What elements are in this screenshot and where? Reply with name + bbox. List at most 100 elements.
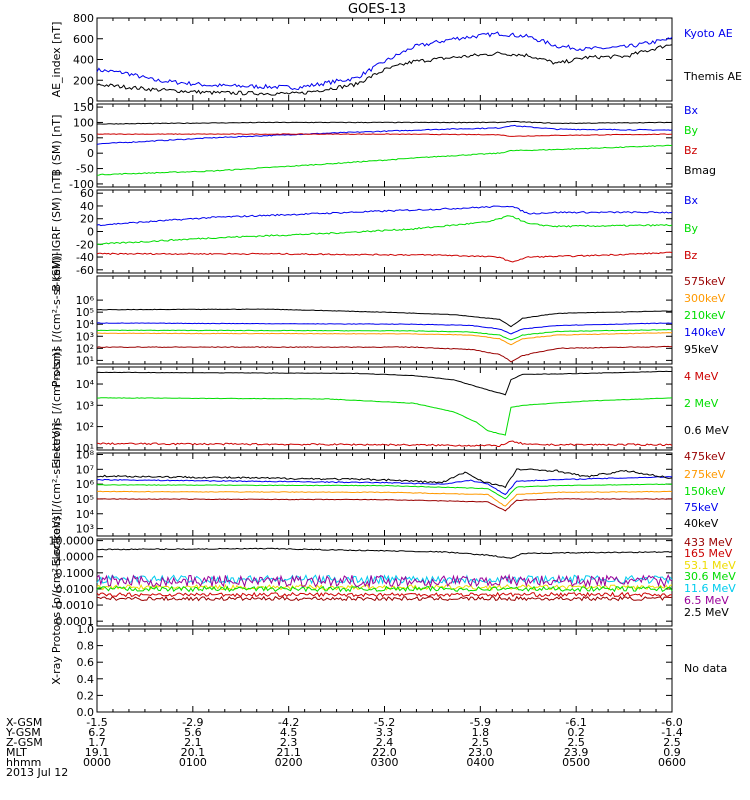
legend-entry: 0.6 MeV [684,424,729,437]
legend-entry: 11.6 MeV [684,582,736,595]
y-tick-label: 10³ [76,330,94,343]
legend-entry: 140keV [684,326,726,339]
orbit-row-label: Z-GSM [6,736,43,749]
orbit-value: 20.1 [181,746,206,759]
y-axis-label: B (SM) [nT] [50,115,63,177]
y-tick-label: 0.0010 [56,599,95,612]
y-tick-label: 0 [87,147,94,160]
legend-entry: Kyoto AE [684,27,733,40]
y-tick-label: 200 [73,74,94,87]
y-tick-label: 600 [73,33,94,46]
orbit-value: 0.9 [663,746,681,759]
legend-entry: 53.1 MeV [684,559,736,572]
y-tick-label: 10⁴ [76,378,95,391]
series-line-6-6 [96,547,673,559]
y-tick-label: 10.0000 [49,535,95,548]
series-line-5-0 [96,498,673,512]
orbit-value: 2.3 [280,736,298,749]
series-line-6-0 [96,595,673,602]
orbit-value: 2.1 [184,736,202,749]
y-axis-label: B (SM)-IGRF (SM) [nT] [50,171,63,291]
legend-entry: 300keV [684,292,726,305]
y-tick-label: 0.0001 [56,615,95,628]
orbit-value: -5.2 [374,716,395,729]
orbit-value: 23.9 [564,746,589,759]
series-line-3-0 [96,345,673,363]
orbit-value: 0600 [658,756,686,769]
panel-6: 0.0001 0.0010 0.0100 0.1000 1.0000 10.0000Pro… [49,512,737,653]
orbit-value: 3.3 [376,726,394,739]
series-line-2-0 [96,205,673,227]
orbit-row-label: hhmm [6,756,41,769]
orbit-row-label: Y-GSM [5,726,41,739]
panel-4: 10¹ 10² 10³ 10⁴ Electrons [/(cm²-s-sr)] 4 MeV… [50,348,729,468]
series-line-1-2 [96,133,673,137]
panel-frame [96,189,673,274]
legend-entry: 75keV [684,501,719,514]
legend-entry: 475keV [684,450,726,463]
y-tick-label: 10² [76,421,94,434]
y-tick-label: 60 [80,187,94,200]
orbit-value: 21.1 [276,746,301,759]
y-tick-label: 10¹ [76,442,94,455]
series-line-3-3 [96,322,673,335]
y-tick-label: 800 [73,12,94,25]
y-tick-label: 150 [73,101,94,114]
series-line-1-1 [96,144,673,176]
legend-entry: 275keV [684,468,726,481]
y-tick-label: 1.0 [77,623,95,636]
y-tick-label: 10⁴ [76,318,95,331]
panel-frame [96,103,673,188]
orbit-value: 0300 [371,756,399,769]
series-line-5-3 [96,476,672,496]
legend-entry: 95keV [684,343,719,356]
y-tick-label: 100 [73,116,94,129]
orbit-value: 4.5 [280,726,298,739]
legend-entry: Bmag [684,164,716,177]
orbit-value: 1.7 [88,736,106,749]
series-line-3-4 [96,308,673,328]
legend-entry: 4 MeV [684,370,719,383]
legend-entry: By [684,222,699,235]
series-line-2-1 [96,215,673,246]
y-tick-label: 0.4 [77,673,95,686]
y-tick-label: 0.0100 [56,583,95,596]
legend-entry: 2 MeV [684,397,719,410]
y-tick-label: 10¹ [76,354,94,367]
y-tick-label: 10⁴ [76,508,95,521]
y-tick-label: 0.0 [77,706,95,719]
orbit-value: 2.5 [663,736,681,749]
series-line-1-0 [96,124,673,145]
series-line-4-0 [96,440,673,447]
orbit-value: 19.1 [85,746,110,759]
y-tick-label: 0.1000 [56,567,95,580]
legend-entry: By [684,124,699,137]
y-tick-label: 1.0000 [56,551,95,564]
orbit-value: 0000 [83,756,111,769]
series-line-1-3 [96,120,673,125]
orbit-value: -1.4 [661,726,682,739]
series-line-0-1 [96,44,673,96]
series-line-4-1 [96,397,673,436]
y-tick-label: -40 [76,251,94,264]
y-tick-label: 400 [73,54,94,67]
legend-entry: Bx [684,104,699,117]
y-tick-label: 10³ [76,523,94,536]
y-tick-label: -50 [76,163,94,176]
y-tick-label: -20 [76,238,94,251]
y-tick-label: 10² [76,342,94,355]
orbit-value: 0100 [179,756,207,769]
y-tick-label: 0.2 [77,689,95,702]
orbit-value: 0200 [275,756,303,769]
series-line-2-2 [96,251,673,263]
y-axis-label: Electrons [/(cm²-s-sr-keV)] [50,423,63,567]
orbit-value: 22.0 [372,746,397,759]
no-data-label: No data [684,662,727,675]
y-axis-label: Electrons [/(cm²-s-sr)] [50,348,63,468]
y-axis-label: X-ray [50,656,63,685]
orbit-value: -4.2 [278,716,299,729]
